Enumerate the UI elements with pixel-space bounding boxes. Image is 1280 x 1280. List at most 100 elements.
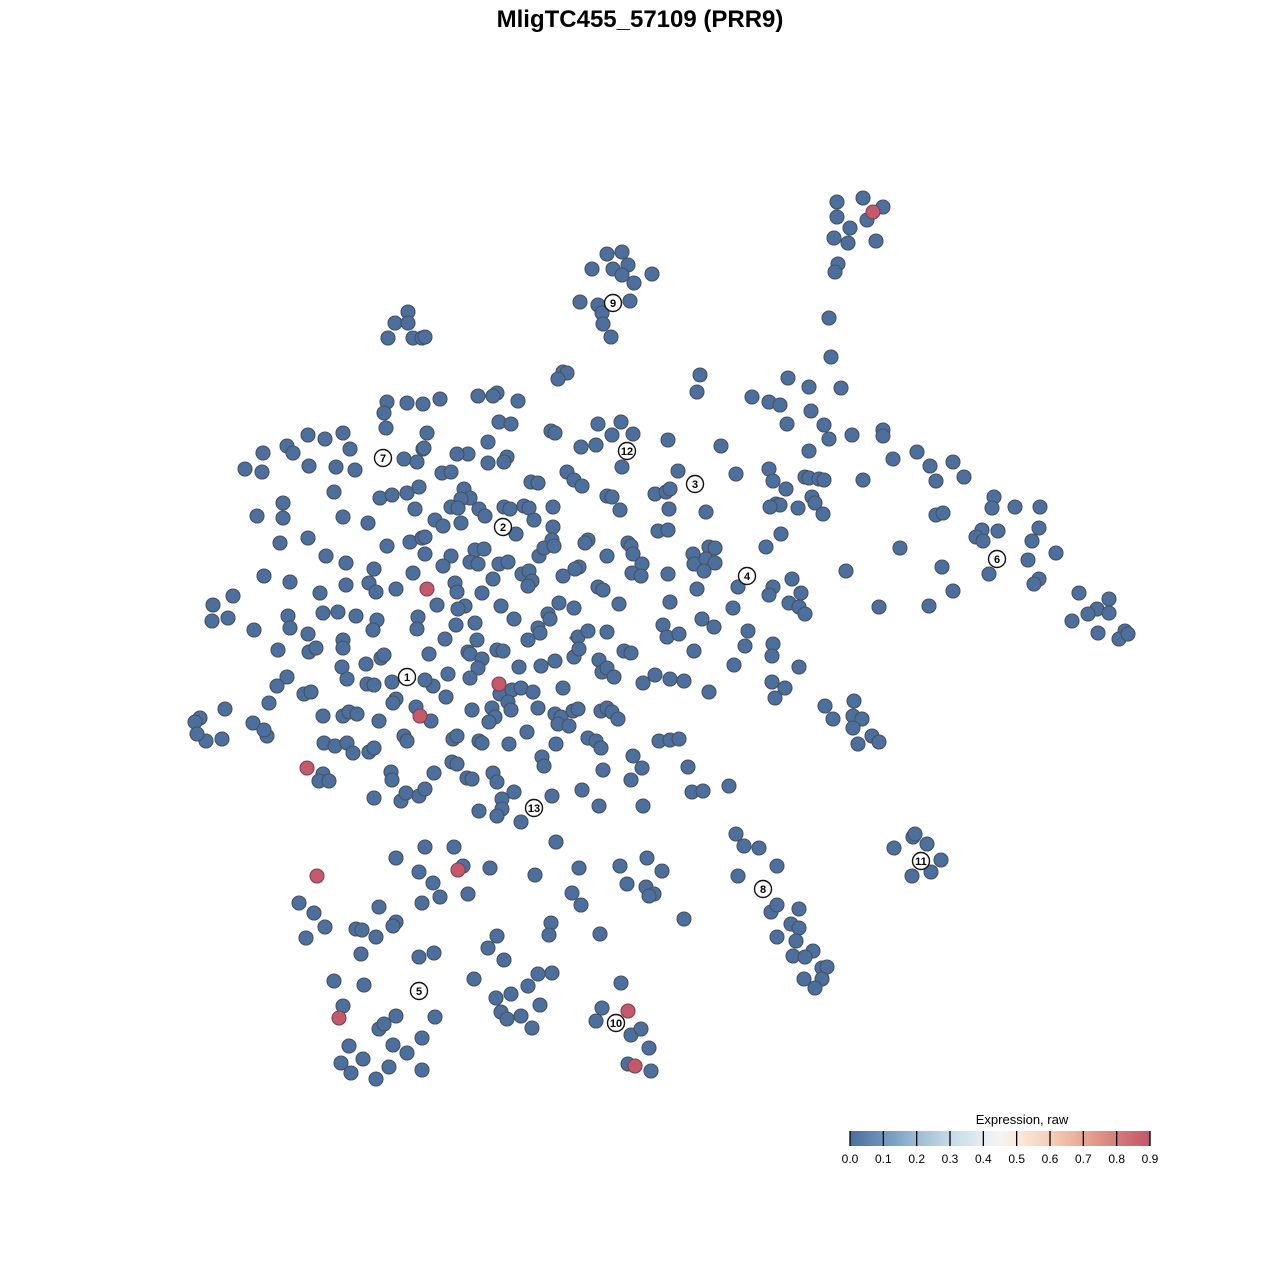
cells-low-expression-point <box>588 1013 604 1029</box>
cells-low-expression-point <box>414 895 430 911</box>
cells-low-expression-point <box>526 512 542 528</box>
cluster-label-number: 3 <box>692 479 698 491</box>
cluster-label-circle <box>493 517 513 537</box>
cells-low-expression-point <box>399 395 415 411</box>
cells-low-expression-point <box>368 584 384 600</box>
cells-low-expression-point <box>400 315 416 331</box>
cells-low-expression-point <box>384 674 400 690</box>
legend-tick-label: 0.5 <box>1008 1152 1025 1166</box>
cluster-label-8: 8 <box>753 879 773 899</box>
cells-low-expression-point <box>481 714 497 730</box>
cells-low-expression-point <box>499 1011 515 1027</box>
cells-low-expression-point <box>506 784 522 800</box>
cells-low-expression-point <box>791 920 807 936</box>
cells-low-expression-point <box>269 678 285 694</box>
cells-low-expression-point <box>1048 545 1064 561</box>
cells-low-expression-point <box>225 588 241 604</box>
cluster-label-number: 4 <box>744 571 751 583</box>
cells-low-expression-point <box>945 454 961 470</box>
cells-low-expression-point <box>388 850 404 866</box>
cells-low-expression-point <box>476 541 492 557</box>
cells-high-expression-point <box>299 760 315 776</box>
cells-low-expression-point <box>625 546 641 562</box>
cluster-label-circle <box>737 566 757 586</box>
cells-low-expression-point <box>875 428 891 444</box>
cells-low-expression-point <box>788 933 804 949</box>
cells-low-expression-point <box>495 643 511 659</box>
cells-low-expression-point <box>300 530 316 546</box>
cells-low-expression-point <box>591 798 607 814</box>
cells-low-expression-point <box>599 624 615 640</box>
cells-low-expression-point <box>619 876 635 892</box>
cells-low-expression-point <box>414 1062 430 1078</box>
cells-low-expression-point <box>1024 533 1040 549</box>
cells-low-expression-point <box>769 858 785 874</box>
cells-low-expression-point <box>312 585 328 601</box>
cells-low-expression-point <box>626 275 642 291</box>
cells-low-expression-point <box>427 1009 443 1025</box>
cells-low-expression-point <box>726 657 742 673</box>
legend-tick-labels: 0.0 0.1 0.2 0.3 0.4 0.5 0.6 0.7 0.8 0.9 <box>842 1152 1159 1166</box>
cells-low-expression-point <box>317 919 333 935</box>
cells-low-expression-point <box>1101 605 1117 621</box>
cells-low-expression-point <box>662 594 678 610</box>
cells-low-expression-point <box>545 519 561 535</box>
cells-low-expression-point <box>366 677 382 693</box>
cells-low-expression-point <box>220 610 236 626</box>
cells-low-expression-point <box>816 472 832 488</box>
cells-low-expression-point <box>614 267 630 283</box>
cells-low-expression-point <box>315 708 331 724</box>
cells-low-expression-point <box>376 1016 392 1032</box>
cells-low-expression-point <box>339 671 355 687</box>
cells-low-expression-point <box>934 559 950 575</box>
cells-low-expression-point <box>321 773 337 789</box>
cells-low-expression-point <box>282 574 298 590</box>
cells-low-expression-point <box>343 1065 359 1081</box>
cells-low-expression-point <box>634 760 650 776</box>
cluster-label-circle <box>603 293 623 313</box>
cells-low-expression-point <box>573 439 589 455</box>
cells-low-expression-point <box>1080 606 1096 622</box>
cells-low-expression-point <box>807 980 823 996</box>
cells-low-expression-point <box>474 735 490 751</box>
cells-low-expression-point <box>520 978 536 994</box>
legend-tick-label: 0.0 <box>842 1152 859 1166</box>
cells-low-expression-point <box>256 568 272 584</box>
cells-low-expression-point <box>417 329 433 345</box>
cells-low-expression-point <box>751 840 767 856</box>
cells-low-expression-point <box>519 724 535 740</box>
cells-low-expression-point <box>740 623 756 639</box>
cells-low-expression-point <box>1007 499 1023 515</box>
cells-low-expression-point <box>584 261 600 277</box>
cells-low-expression-point <box>366 790 382 806</box>
cells-low-expression-point <box>780 370 796 386</box>
cells-low-expression-point <box>360 515 376 531</box>
cells-low-expression-point <box>892 540 908 556</box>
legend-tick-label: 0.1 <box>875 1152 892 1166</box>
cells-low-expression-point <box>438 689 454 705</box>
cells-low-expression-point <box>449 728 465 744</box>
legend-title: Expression, raw <box>976 1112 1069 1127</box>
cells-low-expression-point <box>368 1071 384 1087</box>
cells-low-expression-point <box>610 711 626 727</box>
cells-low-expression-point <box>520 578 536 594</box>
cells-low-expression-point <box>328 459 344 475</box>
cells-low-expression-point <box>599 246 615 262</box>
cells-low-expression-point <box>676 673 692 689</box>
cells-low-expression-point <box>450 500 466 516</box>
cells-low-expression-point <box>821 431 837 447</box>
cells-high-expression-point <box>865 204 881 220</box>
cells-low-expression-point <box>850 736 866 752</box>
cluster-label-5: 5 <box>409 981 429 1001</box>
cluster-label-circle <box>617 441 637 461</box>
legend-bar-group <box>849 1131 1151 1146</box>
cells-low-expression-point <box>1071 585 1087 601</box>
cells-low-expression-point <box>409 621 425 637</box>
legend-tick-label: 0.3 <box>942 1152 959 1166</box>
cells-low-expression-point <box>489 928 505 944</box>
cells-low-expression-point <box>1032 499 1048 515</box>
cells-low-expression-point <box>417 839 433 855</box>
cells-low-expression-point <box>298 930 314 946</box>
cells-low-expression-point <box>446 839 462 855</box>
